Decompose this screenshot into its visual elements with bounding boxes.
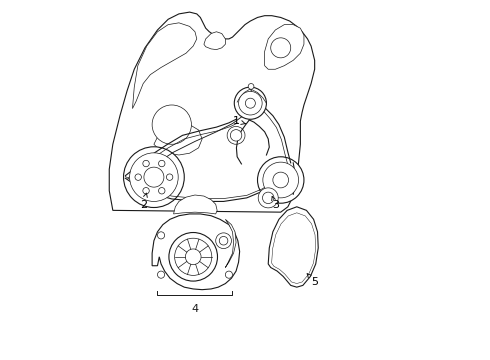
Text: 4: 4 xyxy=(192,304,198,314)
Text: 3: 3 xyxy=(271,196,279,210)
Circle shape xyxy=(225,271,232,278)
Circle shape xyxy=(144,167,164,187)
Circle shape xyxy=(258,157,304,203)
Circle shape xyxy=(216,233,231,249)
Polygon shape xyxy=(152,214,240,290)
Polygon shape xyxy=(109,12,315,212)
Circle shape xyxy=(159,160,165,167)
Circle shape xyxy=(263,192,274,203)
Circle shape xyxy=(167,174,173,180)
Circle shape xyxy=(157,271,165,278)
Polygon shape xyxy=(265,24,304,69)
Text: 2: 2 xyxy=(140,193,147,210)
Circle shape xyxy=(130,153,178,202)
Polygon shape xyxy=(204,32,225,50)
Circle shape xyxy=(230,130,242,141)
Text: 5: 5 xyxy=(307,274,318,287)
Circle shape xyxy=(135,174,142,180)
Circle shape xyxy=(263,162,298,198)
Polygon shape xyxy=(132,23,197,109)
Circle shape xyxy=(143,160,149,167)
Circle shape xyxy=(273,172,289,188)
Polygon shape xyxy=(225,219,236,267)
Circle shape xyxy=(174,238,212,275)
Circle shape xyxy=(239,91,262,115)
Circle shape xyxy=(258,188,278,208)
Circle shape xyxy=(159,188,165,194)
Circle shape xyxy=(157,232,165,239)
Circle shape xyxy=(227,126,245,144)
Circle shape xyxy=(169,233,218,281)
Polygon shape xyxy=(173,195,217,214)
Text: 1: 1 xyxy=(232,116,245,126)
Circle shape xyxy=(143,188,149,194)
Circle shape xyxy=(220,237,228,245)
Circle shape xyxy=(152,105,192,144)
Circle shape xyxy=(245,98,255,108)
Circle shape xyxy=(123,147,184,207)
Circle shape xyxy=(185,249,201,265)
Circle shape xyxy=(234,87,267,119)
Circle shape xyxy=(248,84,254,89)
